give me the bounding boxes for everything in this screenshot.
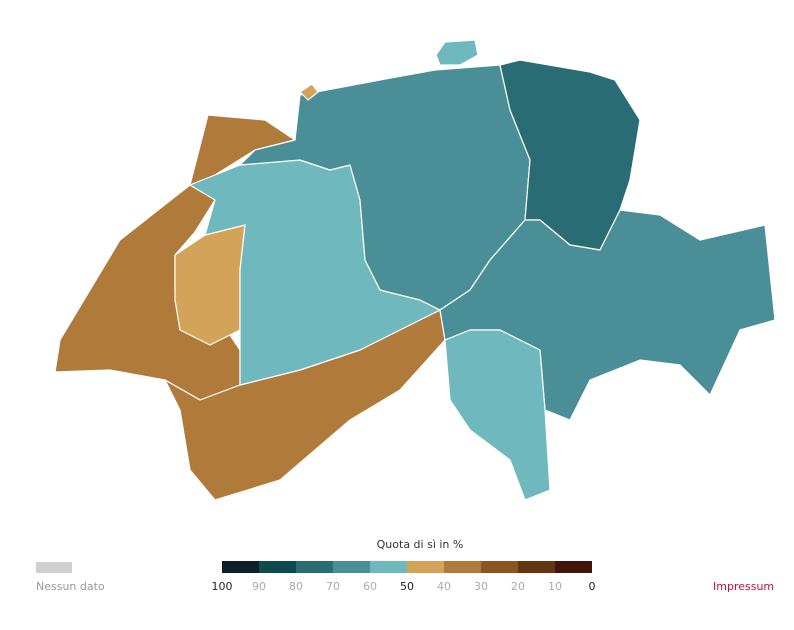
canton-region[interactable] (439, 209, 776, 421)
scale-tick-label: 100 (211, 580, 233, 593)
scale-ticks: 100 90 80 70 60 50 40 30 20 10 0 (210, 580, 605, 594)
scale-tick-label: 30 (474, 580, 488, 593)
canton-region[interactable] (444, 329, 551, 501)
scale-swatch (444, 561, 481, 573)
color-scale (222, 561, 592, 573)
scale-swatch (370, 561, 407, 573)
scale-swatch (296, 561, 333, 573)
scale-tick-label: 40 (437, 580, 451, 593)
scale-tick-label: 20 (511, 580, 525, 593)
scale-tick-label: 90 (252, 580, 266, 593)
scale-tick-label: 0 (588, 580, 596, 593)
scale-swatch (481, 561, 518, 573)
scale-swatch (259, 561, 296, 573)
scale-swatch (407, 561, 444, 573)
scale-tick-label: 50 (400, 580, 414, 593)
legend-title: Quota di sì in % (376, 538, 464, 551)
scale-tick-label: 10 (548, 580, 562, 593)
impressum-link[interactable]: Impressum (713, 580, 775, 593)
scale-swatch (555, 561, 592, 573)
scale-tick-label: 80 (289, 580, 303, 593)
canton-region[interactable] (299, 83, 319, 101)
scale-swatch (333, 561, 370, 573)
scale-tick-label: 70 (326, 580, 340, 593)
scale-swatch (518, 561, 555, 573)
no-data-swatch (36, 562, 72, 573)
canton-region[interactable] (435, 39, 479, 66)
scale-swatch (222, 561, 259, 573)
switzerland-choropleth-map (54, 39, 776, 501)
no-data-label: Nessun dato (36, 580, 105, 593)
scale-tick-label: 60 (363, 580, 377, 593)
